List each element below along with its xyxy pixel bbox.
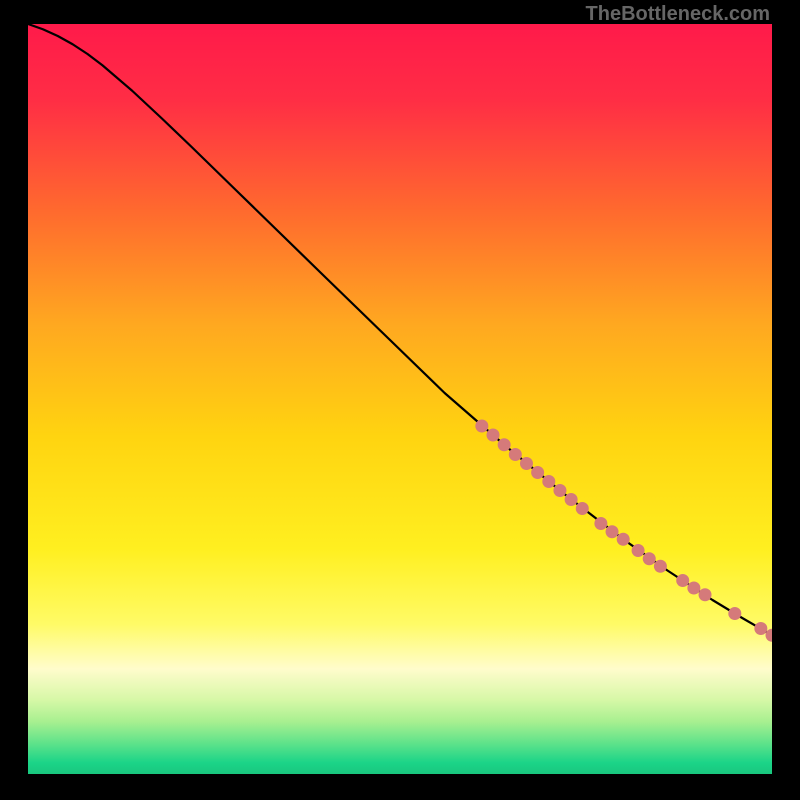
scatter-point bbox=[576, 502, 589, 515]
scatter-point bbox=[632, 544, 645, 557]
scatter-point bbox=[565, 493, 578, 506]
scatter-point bbox=[531, 466, 544, 479]
scatter-point bbox=[654, 560, 667, 573]
scatter-point bbox=[509, 448, 522, 461]
scatter-point bbox=[754, 622, 767, 635]
watermark-text: TheBottleneck.com bbox=[586, 3, 770, 26]
scatter-point bbox=[475, 420, 488, 433]
scatter-point bbox=[542, 475, 555, 488]
scatter-point bbox=[498, 438, 511, 451]
scatter-point bbox=[606, 525, 619, 538]
scatter-point bbox=[520, 457, 533, 470]
chart-frame: TheBottleneck.com bbox=[0, 0, 800, 800]
plot-area bbox=[28, 24, 772, 774]
scatter-point bbox=[676, 574, 689, 587]
scatter-point bbox=[594, 517, 607, 530]
scatter-point bbox=[643, 552, 656, 565]
scatter-point bbox=[617, 533, 630, 546]
chart-svg bbox=[28, 24, 772, 774]
scatter-point bbox=[687, 582, 700, 595]
scatter-point bbox=[553, 484, 566, 497]
scatter-point bbox=[699, 588, 712, 601]
scatter-point bbox=[728, 607, 741, 620]
scatter-point bbox=[487, 429, 500, 442]
gradient-background bbox=[28, 24, 772, 774]
